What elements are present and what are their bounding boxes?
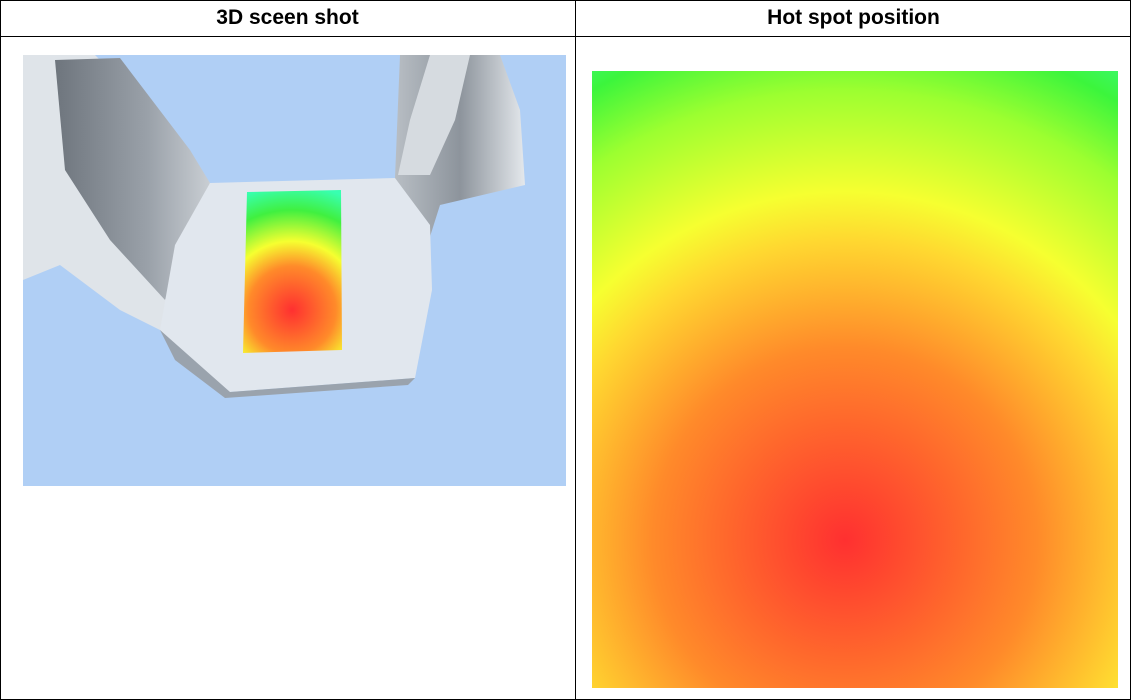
header-cell: Hot spot position [576, 0, 1131, 36]
screenshot-3d [23, 55, 566, 486]
table-frame [0, 0, 1131, 700]
hot-spot-map [592, 71, 1118, 688]
page: 3D sceen shot Hot spot position [0, 0, 1131, 700]
header-cell: 3D sceen shot [0, 0, 575, 36]
